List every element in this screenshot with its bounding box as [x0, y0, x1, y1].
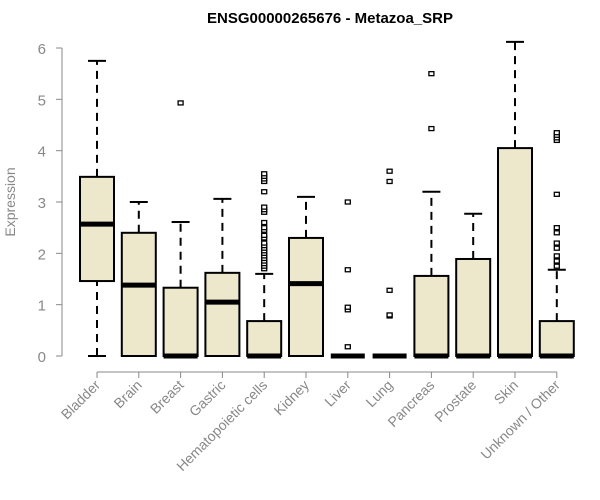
box — [120, 231, 157, 357]
outlier-point — [261, 189, 268, 195]
chart-title: ENSG00000265676 - Metazoa_SRP — [207, 10, 453, 27]
box — [455, 257, 492, 358]
y-axis-label: Expression — [2, 167, 18, 236]
x-tick-label: Bladder — [58, 377, 104, 423]
outlier-point — [553, 230, 560, 236]
outlier-point — [553, 240, 560, 246]
x-tick-label: Prostate — [431, 377, 479, 425]
outlier-point — [261, 171, 268, 177]
x-tick-label: Liver — [321, 377, 354, 410]
outlier-point — [553, 245, 560, 251]
x-tick-label: Breast — [147, 377, 187, 417]
box — [246, 320, 283, 357]
box — [288, 236, 324, 357]
box — [538, 320, 575, 357]
outlier-point — [261, 225, 268, 231]
y-tick-label: 2 — [38, 246, 46, 263]
x-tick-label: Lung — [362, 377, 395, 410]
outlier-point — [386, 168, 393, 174]
y-tick-label: 5 — [38, 92, 46, 109]
y-tick-label: 0 — [38, 349, 46, 366]
outlier-point — [553, 191, 560, 197]
box — [413, 274, 450, 358]
outlier-point — [261, 219, 268, 226]
outlier-point — [261, 204, 268, 210]
outlier-point — [553, 253, 560, 259]
box — [497, 147, 533, 357]
y-tick-label: 1 — [38, 298, 46, 315]
outlier-point — [553, 130, 560, 136]
x-tick-label: Brain — [110, 377, 144, 411]
box — [79, 175, 115, 283]
outlier-point — [344, 344, 351, 350]
y-tick-label: 6 — [38, 41, 46, 58]
x-tick-label: Kidney — [271, 377, 313, 419]
outlier-point — [428, 71, 435, 77]
outlier-point — [386, 178, 393, 185]
x-tick-label: Skin — [491, 377, 522, 408]
outlier-point — [177, 100, 184, 106]
box — [204, 271, 241, 357]
box — [162, 286, 199, 357]
y-tick-label: 4 — [38, 144, 46, 161]
outlier-point — [553, 258, 560, 264]
outlier-point — [344, 267, 351, 273]
outlier-point — [261, 232, 268, 239]
outlier-point — [344, 199, 351, 205]
outlier-point — [344, 304, 351, 310]
x-tick-label: Unknown / Other — [477, 377, 563, 463]
outlier-point — [261, 240, 268, 246]
outlier-point — [553, 225, 560, 231]
outlier-point — [553, 263, 560, 269]
y-tick-label: 3 — [38, 195, 46, 212]
outlier-point — [386, 312, 393, 318]
outlier-point — [386, 287, 393, 293]
outlier-point — [428, 125, 435, 132]
